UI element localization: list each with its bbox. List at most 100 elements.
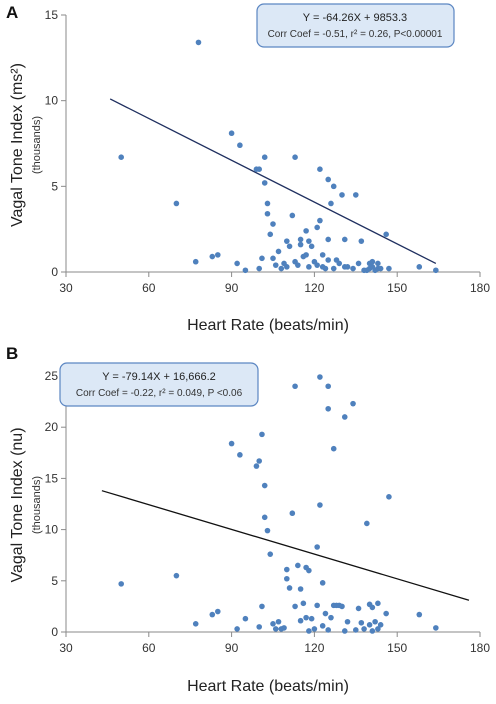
panel-b-point-70	[375, 626, 381, 632]
panel-a-point-1	[173, 200, 180, 207]
panel-b-trend-line	[101, 490, 470, 601]
panel-a-point-73	[377, 265, 384, 272]
panel-b-point-1	[173, 572, 180, 579]
panel-a-point-21	[272, 262, 279, 268]
panel-a-equation-box-bg	[256, 3, 455, 48]
panel-b-point-17	[267, 551, 274, 557]
panel-b-point-51	[330, 445, 337, 452]
panel-a-x-tick-label-3: 120	[304, 281, 324, 295]
panel-a-point-12	[256, 166, 263, 172]
panel-b-point-3	[209, 611, 216, 618]
panel-a-point-43	[317, 217, 323, 224]
panel-b-x-tick-label-5: 180	[470, 641, 490, 655]
panel-b-point-55	[341, 628, 348, 634]
panel-a-point-20	[270, 255, 276, 262]
panel-b-point-48	[325, 383, 332, 390]
panel-a-point-8	[237, 142, 243, 149]
panel-a-point-46	[319, 252, 326, 258]
panel-a-point-53	[330, 183, 337, 190]
panel-a-ylabel: Vagal Tone Index (ms²)	[9, 63, 26, 227]
panel-b-y-tick-label-5: 25	[45, 369, 59, 383]
panel-b-x-tick-label-3: 120	[304, 641, 324, 655]
panel-b-point-69	[375, 600, 381, 607]
panel-a-point-59	[344, 264, 351, 270]
panel-a-xlabel: Heart Rate (beats/min)	[187, 317, 349, 334]
panel-a-point-6	[228, 130, 235, 137]
panel-b-point-23	[284, 566, 290, 573]
panel-b-point-67	[369, 628, 376, 634]
panel-b-x-tick-label-0: 30	[59, 641, 73, 655]
panel-a-point-15	[261, 154, 268, 161]
panel-a-point-51	[328, 200, 334, 207]
panel-b-point-5	[228, 440, 235, 447]
panel-a-point-13	[259, 255, 265, 262]
panel-a-point-36	[303, 252, 309, 258]
panel-a-x-tick-label-4: 150	[387, 281, 407, 295]
panel-b-equation-box: Y = -79.14X + 16,666.2 Corr Coef = -0.22…	[59, 362, 259, 407]
panel-a-point-52	[330, 265, 337, 272]
panel-b-point-4	[215, 608, 221, 615]
panel-b-point-73	[386, 494, 392, 500]
panel-a-y-tick-label-3: 15	[45, 8, 59, 22]
panel-a-point-0	[118, 154, 124, 161]
panel-b-point-27	[292, 603, 298, 610]
panel-b-point-61	[358, 619, 365, 626]
panel-a-point-16	[264, 200, 271, 207]
panel-a-ylabel-sub: (thousands)	[31, 116, 43, 174]
panel-b-point-14	[261, 482, 268, 489]
panel-a-point-55	[336, 260, 343, 267]
panel-b-point-38	[311, 626, 318, 632]
panel-b-x-tick-label-4: 150	[387, 641, 407, 655]
panel-b-y-tick-label-1: 5	[51, 574, 58, 588]
panel-a-point-17	[264, 210, 271, 217]
panel-b-point-64	[366, 622, 373, 628]
panel-b-point-39	[314, 602, 320, 609]
panel-b-point-9	[253, 463, 260, 469]
panel-b-point-6	[234, 626, 240, 632]
panel-a-point-35	[303, 228, 309, 234]
panel-b-point-54	[339, 603, 345, 610]
panel-b-point-13	[259, 431, 265, 438]
panel-b-point-43	[319, 623, 326, 629]
panel-b-point-41	[317, 502, 323, 508]
panel-b-equation: Y = -79.14X + 16,666.2	[102, 371, 216, 383]
panel-b-point-45	[322, 610, 329, 617]
panel-a-point-61	[353, 192, 359, 198]
panel-a-point-11	[256, 265, 263, 272]
panel-a-point-48	[325, 257, 332, 263]
panel-b-point-15	[261, 514, 268, 521]
panel-b-point-57	[344, 618, 351, 625]
panel-b-point-40	[314, 544, 320, 550]
panel-a-point-3	[195, 39, 202, 46]
panel-b-point-2	[192, 621, 199, 627]
panel-b-point-11	[256, 458, 263, 464]
panel-b-point-26	[289, 510, 296, 517]
panel-a-point-41	[314, 262, 320, 268]
panel-a-point-2	[192, 258, 199, 265]
panel-a-y-tick-label-2: 10	[45, 94, 59, 108]
panel-a-trend-line	[109, 98, 437, 265]
panel-b-point-56	[341, 414, 348, 420]
panel-b-y-tick-label-3: 15	[45, 471, 59, 485]
panel-a-point-50	[325, 236, 332, 243]
panel-a-point-33	[297, 236, 304, 243]
panel-a-point-25	[284, 238, 290, 244]
panel-a-point-75	[386, 265, 392, 272]
panel-b-y-tick-label-2: 10	[45, 523, 59, 537]
panel-a-point-30	[292, 154, 298, 161]
panel-b-point-28	[292, 383, 298, 390]
panel-a-point-77	[433, 267, 439, 274]
panel-a-x-tick-label-5: 180	[470, 281, 490, 295]
panel-a-x-tick-label-2: 90	[225, 281, 239, 295]
panel-a-point-14	[261, 180, 268, 186]
panel-b-point-35	[306, 628, 312, 634]
panel-a-x-tick-label-1: 60	[142, 281, 156, 295]
panel-a-point-26	[284, 264, 290, 270]
panel-b-point-22	[281, 625, 287, 631]
panel-a-point-5	[215, 252, 221, 258]
panel-b-y-tick-label-0: 0	[51, 625, 58, 639]
panel-a-point-49	[325, 176, 332, 183]
panel-b-point-47	[325, 405, 332, 412]
panel-a-y-axis-title: Vagal Tone Index (ms²) (thousands)	[9, 63, 43, 227]
